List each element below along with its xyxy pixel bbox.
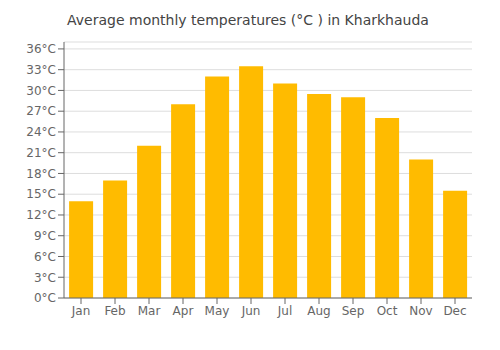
svg-text:15°C: 15°C — [26, 187, 56, 201]
svg-text:3°C: 3°C — [34, 271, 56, 285]
svg-text:Sep: Sep — [342, 304, 365, 318]
svg-text:0°C: 0°C — [34, 291, 56, 305]
svg-text:21°C: 21°C — [26, 146, 56, 160]
svg-text:9°C: 9°C — [34, 229, 56, 243]
svg-text:May: May — [205, 304, 230, 318]
svg-text:12°C: 12°C — [26, 208, 56, 222]
svg-text:24°C: 24°C — [26, 125, 56, 139]
html-text:Average monthly temperatures (: Average monthly temperatures (°C ) in Kh… — [67, 12, 429, 28]
svg-text:Jul: Jul — [277, 304, 292, 318]
svg-text:Apr: Apr — [173, 304, 194, 318]
svg-text:30°C: 30°C — [26, 84, 56, 98]
svg-text:36°C: 36°C — [26, 42, 56, 56]
svg-text:18°C: 18°C — [26, 167, 56, 181]
svg-text:Mar: Mar — [138, 304, 161, 318]
svg-text:Aug: Aug — [307, 304, 330, 318]
svg-text:27°C: 27°C — [26, 104, 56, 118]
svg-text:Dec: Dec — [443, 304, 466, 318]
svg-text:Feb: Feb — [104, 304, 125, 318]
svg-text:Nov: Nov — [409, 304, 432, 318]
svg-text:Oct: Oct — [377, 304, 398, 318]
svg-text:33°C: 33°C — [26, 63, 56, 77]
svg-text:6°C: 6°C — [34, 250, 56, 264]
svg-text:Jun: Jun — [241, 304, 261, 318]
svg-text:Jan: Jan — [71, 304, 91, 318]
